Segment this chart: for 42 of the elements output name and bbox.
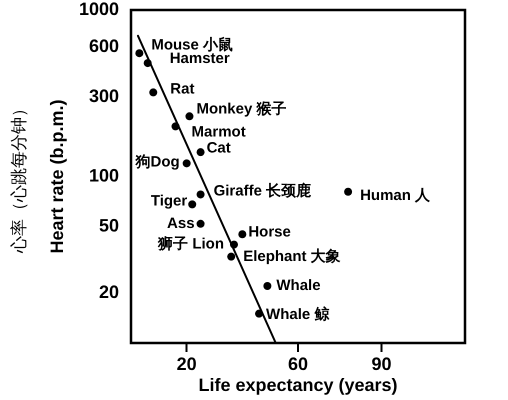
y-tick-label: 100 [88,165,119,186]
point [196,220,205,228]
annotation: Monkey 猴子 [196,100,286,118]
y-tick-label: 1000 [78,0,119,19]
annotation: Whale [276,277,321,294]
x-tick-label: 20 [176,354,197,374]
y-tick-label: 600 [88,36,119,56]
annotation: Elephant 大象 [243,248,341,265]
point [344,188,352,196]
x-tick-label: 90 [371,354,392,374]
x-axis-title: Life expectancy (years) [198,375,398,396]
annotation: 狮子 Lion [157,236,224,253]
annotation: Human 人 [360,186,432,204]
x-tick-label: 60 [288,354,308,374]
point [238,230,246,238]
point [172,122,180,130]
annotation: Giraffe 长颈鹿 [214,182,312,200]
point [196,190,205,198]
annotation: Rat [170,80,194,98]
point [185,112,194,120]
point [255,310,264,318]
y-tick-label: 20 [98,282,119,302]
point [135,49,144,58]
point [188,200,196,208]
annotation: Horse [248,223,291,240]
point [230,240,238,249]
annotation: Whale 鲸 [266,306,330,323]
annotation: Mouse 小鼠 [151,36,234,54]
point [144,59,152,68]
annotation: Cat [206,139,231,156]
annotation: Tiger [150,192,188,210]
point [196,148,205,156]
annotation: Ass [167,214,195,232]
point [263,282,272,290]
point [182,159,191,168]
point [149,88,158,96]
y-tick-label: 300 [88,86,119,106]
y-axis-title: 心率（心跳每分钟） Heart rate (b.p.m.) [10,99,67,254]
point [227,252,236,261]
annotation: Marmot [192,124,246,141]
annotation: 狗Dog [134,153,180,170]
y-tick-label: 50 [98,216,119,236]
